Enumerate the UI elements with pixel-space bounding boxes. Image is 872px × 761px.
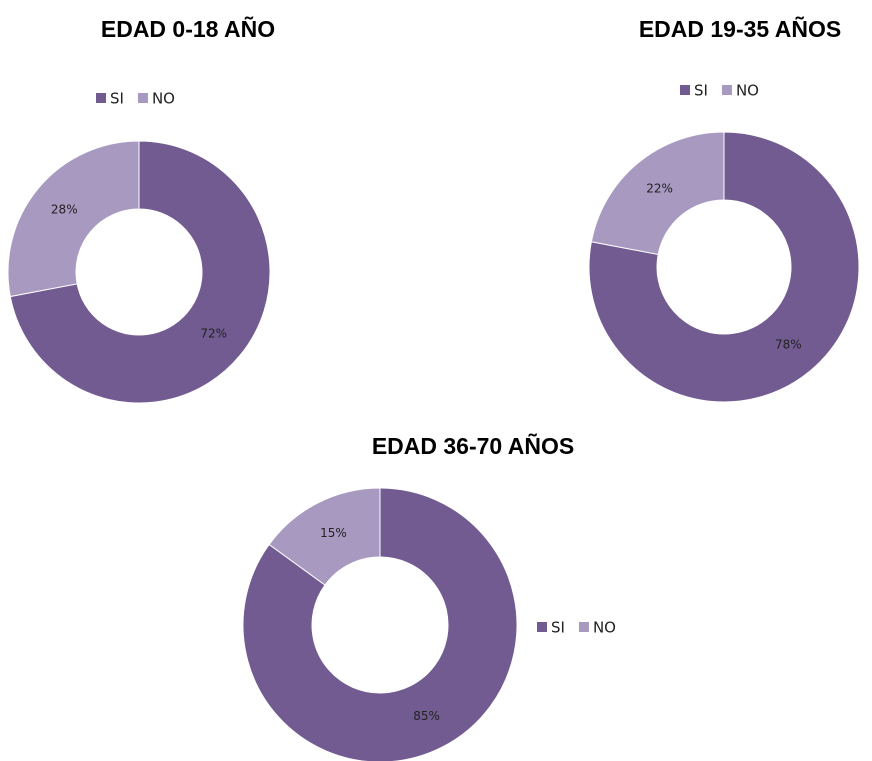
legend-label: SI: [694, 82, 708, 100]
legend-swatch: [680, 85, 690, 95]
legend-swatch: [96, 93, 106, 103]
legend-label: SI: [551, 619, 565, 637]
legend-swatch: [578, 622, 589, 632]
value-label: 15%: [320, 526, 347, 540]
donut-slice: [590, 131, 725, 256]
legend-swatch: [721, 85, 732, 95]
value-label: 85%: [413, 709, 440, 723]
chart-title: EDAD 36-70 AÑOS: [372, 432, 574, 459]
donut-slice: [588, 131, 860, 403]
value-label: 78%: [775, 337, 802, 351]
legend-swatch: [537, 622, 547, 632]
donut-slice: [9, 140, 271, 404]
donut-slice: [7, 140, 140, 298]
legend-swatch: [137, 93, 148, 103]
chart-title: EDAD 0-18 AÑO: [101, 15, 275, 42]
value-label: 28%: [51, 203, 78, 217]
legend-label: NO: [593, 619, 616, 637]
legend-label: NO: [152, 90, 175, 108]
legend-label: NO: [736, 82, 759, 100]
legend-label: SI: [110, 90, 124, 108]
value-label: 22%: [646, 182, 673, 196]
value-label: 72%: [200, 326, 227, 340]
chart-title: EDAD 19-35 AÑOS: [639, 15, 841, 42]
donut-slice: [242, 487, 518, 761]
donut-slice: [268, 487, 381, 586]
